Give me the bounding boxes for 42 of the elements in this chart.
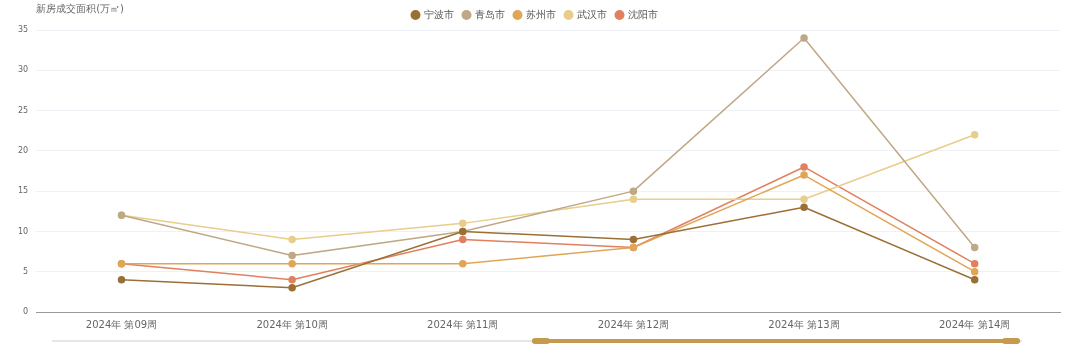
point xyxy=(288,284,296,292)
y-tick-label: 25 xyxy=(17,105,29,115)
x-tick-label: 2024年 第10周 xyxy=(256,318,328,330)
x-tick-label: 2024年 第13周 xyxy=(768,318,840,330)
point xyxy=(117,276,126,284)
point xyxy=(800,163,808,171)
legend-label: 青岛市 xyxy=(474,8,505,20)
point xyxy=(288,276,296,284)
point xyxy=(970,243,979,252)
point xyxy=(629,195,638,203)
point xyxy=(970,267,979,276)
point xyxy=(800,195,808,203)
point xyxy=(459,259,467,268)
point xyxy=(288,235,296,244)
point xyxy=(970,276,979,284)
point xyxy=(800,34,808,42)
y-tick-label: 15 xyxy=(17,186,29,196)
point xyxy=(970,259,979,268)
legend-label: 武汉市 xyxy=(576,8,607,20)
y-tick-label: 35 xyxy=(17,25,29,35)
point xyxy=(970,130,979,139)
x-tick-label: 2024年 第14周 xyxy=(939,318,1011,330)
y-tick-label: 30 xyxy=(17,65,29,75)
point xyxy=(629,187,638,195)
point xyxy=(288,251,296,260)
legend-label: 沈阳市 xyxy=(627,8,658,20)
point xyxy=(629,235,638,244)
point xyxy=(459,235,467,244)
legend-label: 苏州市 xyxy=(525,8,556,20)
point xyxy=(459,219,467,228)
y-tick-label: 0 xyxy=(23,307,29,317)
x-tick-label: 2024年 第09周 xyxy=(85,318,158,330)
point xyxy=(288,259,296,268)
y-tick-label: 20 xyxy=(17,145,29,155)
legend-label: 宁波市 xyxy=(423,8,454,20)
y-tick-label: 10 xyxy=(17,226,29,236)
y-axis-title: 新房成交面积(万㎡) xyxy=(36,2,125,14)
point xyxy=(800,171,808,179)
point xyxy=(800,203,808,212)
y-tick-label: 5 xyxy=(23,266,29,276)
x-tick-label: 2024年 第11周 xyxy=(427,318,499,330)
x-tick-label: 2024年 第12周 xyxy=(597,318,670,330)
